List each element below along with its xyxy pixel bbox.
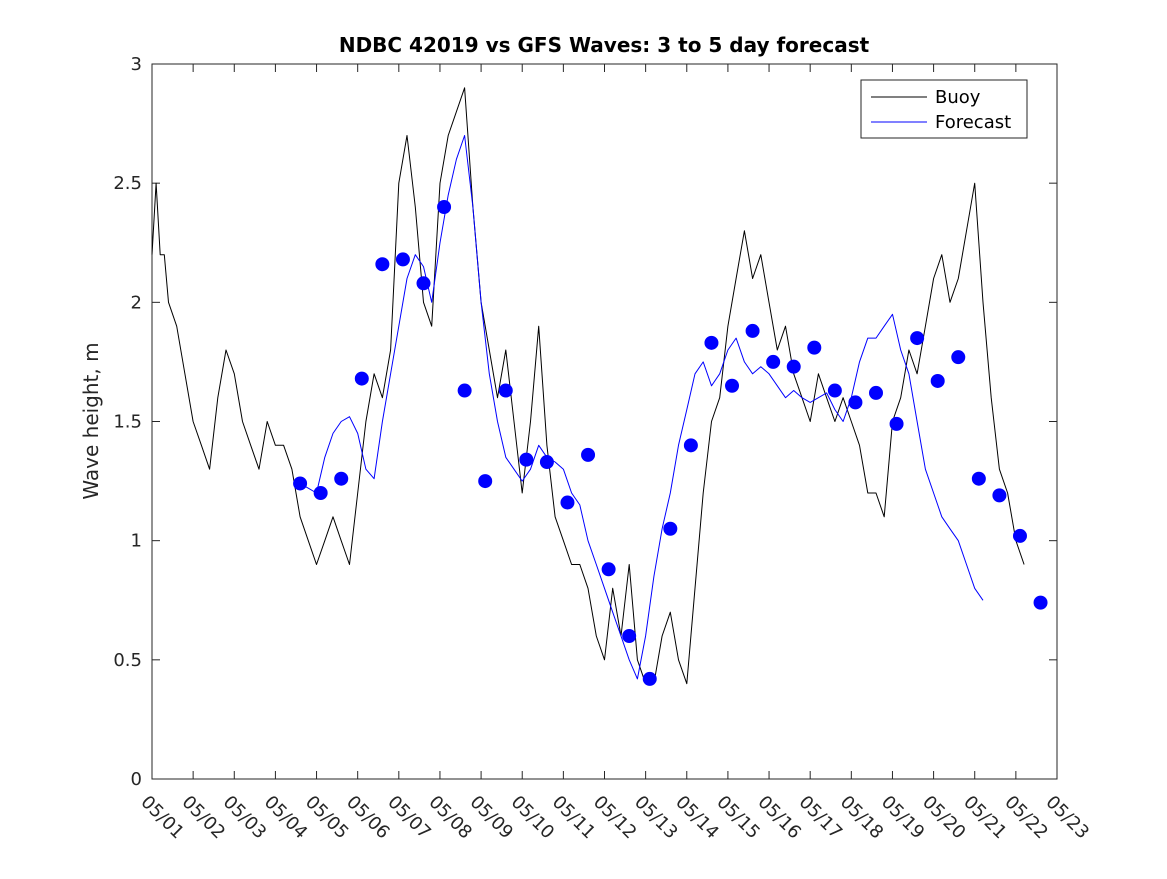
forecast-point <box>395 252 410 267</box>
forecast-point <box>601 562 616 577</box>
forecast-point <box>745 323 760 338</box>
chart-title: NDBC 42019 vs GFS Waves: 3 to 5 day fore… <box>339 33 870 57</box>
y-tick-label: 1.5 <box>113 412 142 433</box>
forecast-point <box>478 474 493 489</box>
forecast-point <box>869 385 883 400</box>
forecast-point <box>704 335 719 350</box>
y-tick-label: 2 <box>131 292 142 313</box>
x-tick-label: 05/18 <box>836 792 888 844</box>
y-tick-label: 3 <box>131 54 142 75</box>
legend-label-buoy: Buoy <box>935 87 981 108</box>
forecast-point <box>560 495 575 510</box>
x-tick-label: 05/16 <box>754 792 806 844</box>
forecast-point <box>786 359 801 374</box>
forecast-point <box>683 438 698 453</box>
plot-area: 00.511.522.5305/0105/0205/0305/0405/0505… <box>113 54 1093 843</box>
forecast-point <box>1033 595 1048 610</box>
x-tick-label: 05/15 <box>712 792 764 844</box>
forecast-point <box>807 340 822 355</box>
x-tick-label: 05/09 <box>466 792 518 844</box>
forecast-point <box>375 257 390 272</box>
x-tick-label: 05/19 <box>877 792 929 844</box>
forecast-point <box>334 471 349 486</box>
forecast-point <box>498 383 513 398</box>
x-tick-label: 05/20 <box>918 792 970 844</box>
forecast-point <box>416 276 431 291</box>
forecast-point <box>910 331 925 346</box>
y-tick-label: 1 <box>131 531 142 552</box>
forecast-point <box>663 521 678 536</box>
x-tick-label: 05/04 <box>260 792 312 844</box>
forecast-point <box>725 378 740 393</box>
y-tick-label: 2.5 <box>113 173 142 194</box>
x-tick-label: 05/10 <box>507 792 559 844</box>
forecast-point <box>889 416 904 431</box>
forecast-point <box>848 395 863 410</box>
forecast-point <box>827 383 842 398</box>
y-tick-label: 0 <box>131 769 142 790</box>
x-tick-label: 05/03 <box>219 792 271 844</box>
x-tick-label: 05/08 <box>424 792 476 844</box>
forecast-point <box>766 354 781 369</box>
x-tick-label: 05/11 <box>548 792 600 844</box>
x-tick-label: 05/06 <box>342 792 394 844</box>
x-tick-label: 05/14 <box>671 792 723 844</box>
forecast-point <box>293 476 308 491</box>
x-tick-label: 05/13 <box>630 792 682 844</box>
forecast-point <box>622 629 637 643</box>
series-line-forecast <box>299 135 984 680</box>
x-tick-label: 05/05 <box>301 792 353 844</box>
y-tick-label: 0.5 <box>113 650 142 671</box>
x-tick-label: 05/21 <box>959 792 1011 844</box>
x-tick-label: 05/07 <box>383 792 435 844</box>
legend-label-forecast: Forecast <box>935 112 1011 133</box>
x-tick-label: 05/22 <box>1000 792 1052 844</box>
y-axis-label: Wave height, m <box>79 342 103 499</box>
forecast-point <box>1012 528 1027 543</box>
legend-box <box>860 79 1028 139</box>
forecast-point <box>992 488 1007 503</box>
forecast-point <box>581 447 596 462</box>
forecast-point <box>457 383 472 398</box>
x-tick-label: 05/02 <box>178 792 230 844</box>
forecast-point <box>313 486 328 500</box>
x-tick-label: 05/01 <box>136 792 188 844</box>
x-tick-label: 05/17 <box>795 792 847 844</box>
forecast-point <box>539 455 554 470</box>
forecast-point <box>437 200 452 214</box>
legend: Buoy Forecast <box>860 79 1028 139</box>
forecast-point <box>971 471 986 486</box>
series-line-buoy <box>151 87 1025 685</box>
x-tick-label: 05/23 <box>1041 792 1093 844</box>
forecast-point <box>930 373 945 388</box>
forecast-point <box>519 452 534 467</box>
forecast-point <box>642 671 657 686</box>
forecast-point <box>951 350 966 365</box>
x-tick-label: 05/12 <box>589 792 641 844</box>
forecast-point <box>354 371 369 386</box>
plot-frame <box>151 63 1058 780</box>
